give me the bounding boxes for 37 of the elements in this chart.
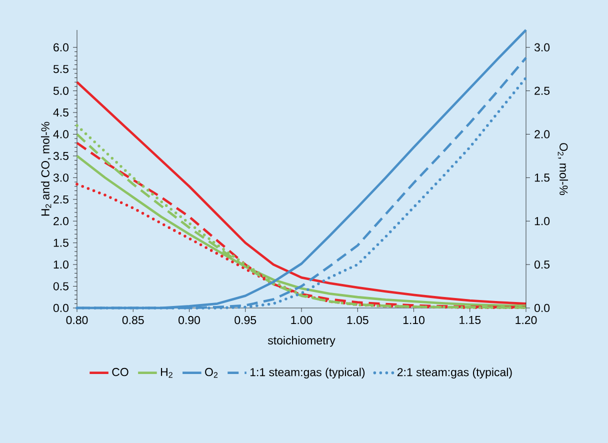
legend-label: CO	[112, 368, 128, 376]
y-tick-label: 6.0	[54, 43, 69, 52]
y-tick-label: 4.5	[53, 108, 68, 117]
y-tick-label: 0.0	[53, 304, 69, 312]
x-tick-label: 0.95	[234, 316, 256, 324]
x-tick-label: 1.20	[516, 316, 537, 324]
y2-tick-label: 1.0	[534, 217, 550, 226]
y2-axis-title: O$_{2}$, mol-%	[558, 143, 568, 196]
legend-label: 2:1 steam:gas (typical)	[397, 368, 512, 378]
legend-label: 1:1 steam:gas (typical)	[250, 368, 365, 378]
x-tick-label: 1.05	[347, 316, 368, 324]
legend-label: O$_{2}$	[205, 368, 218, 378]
y-axis-title: H$_{2}$ and CO, mol-%	[40, 122, 52, 216]
y-tick-label: 3.0	[53, 174, 69, 182]
y-tick-label: 5.5	[53, 65, 68, 74]
y-tick-label: 4.0	[53, 130, 69, 138]
y2-tick-label: 0.0	[534, 304, 550, 312]
y-tick-label: 2.5	[54, 195, 68, 204]
x-tick-label: 1.15	[460, 316, 481, 324]
y2-tick-label: 3.0	[534, 43, 550, 52]
y2-tick-label: 1.5	[534, 174, 550, 182]
y2-tick-label: 0.5	[534, 260, 550, 269]
y2-tick-label: 2.5	[534, 86, 550, 95]
y-tick-label: 5.0	[53, 86, 69, 95]
y-tick-label: 1.0	[54, 260, 69, 269]
y2-tick-label: 2.0	[534, 130, 550, 138]
x-axis-title: stoichiometry	[268, 336, 336, 347]
y-tick-label: 3.5	[53, 152, 68, 160]
x-tick-label: 0.85	[122, 316, 144, 324]
x-tick-label: 1.10	[403, 316, 424, 324]
x-tick-label: 1.00	[291, 316, 312, 324]
y-tick-label: 1.5	[54, 238, 68, 247]
x-tick-label: 0.90	[178, 316, 200, 324]
y-tick-label: 2.0	[54, 217, 69, 226]
x-tick-label: 0.80	[66, 316, 88, 324]
y-tick-label: 0.5	[53, 282, 68, 290]
legend-label: H$_{2}$	[160, 368, 172, 378]
